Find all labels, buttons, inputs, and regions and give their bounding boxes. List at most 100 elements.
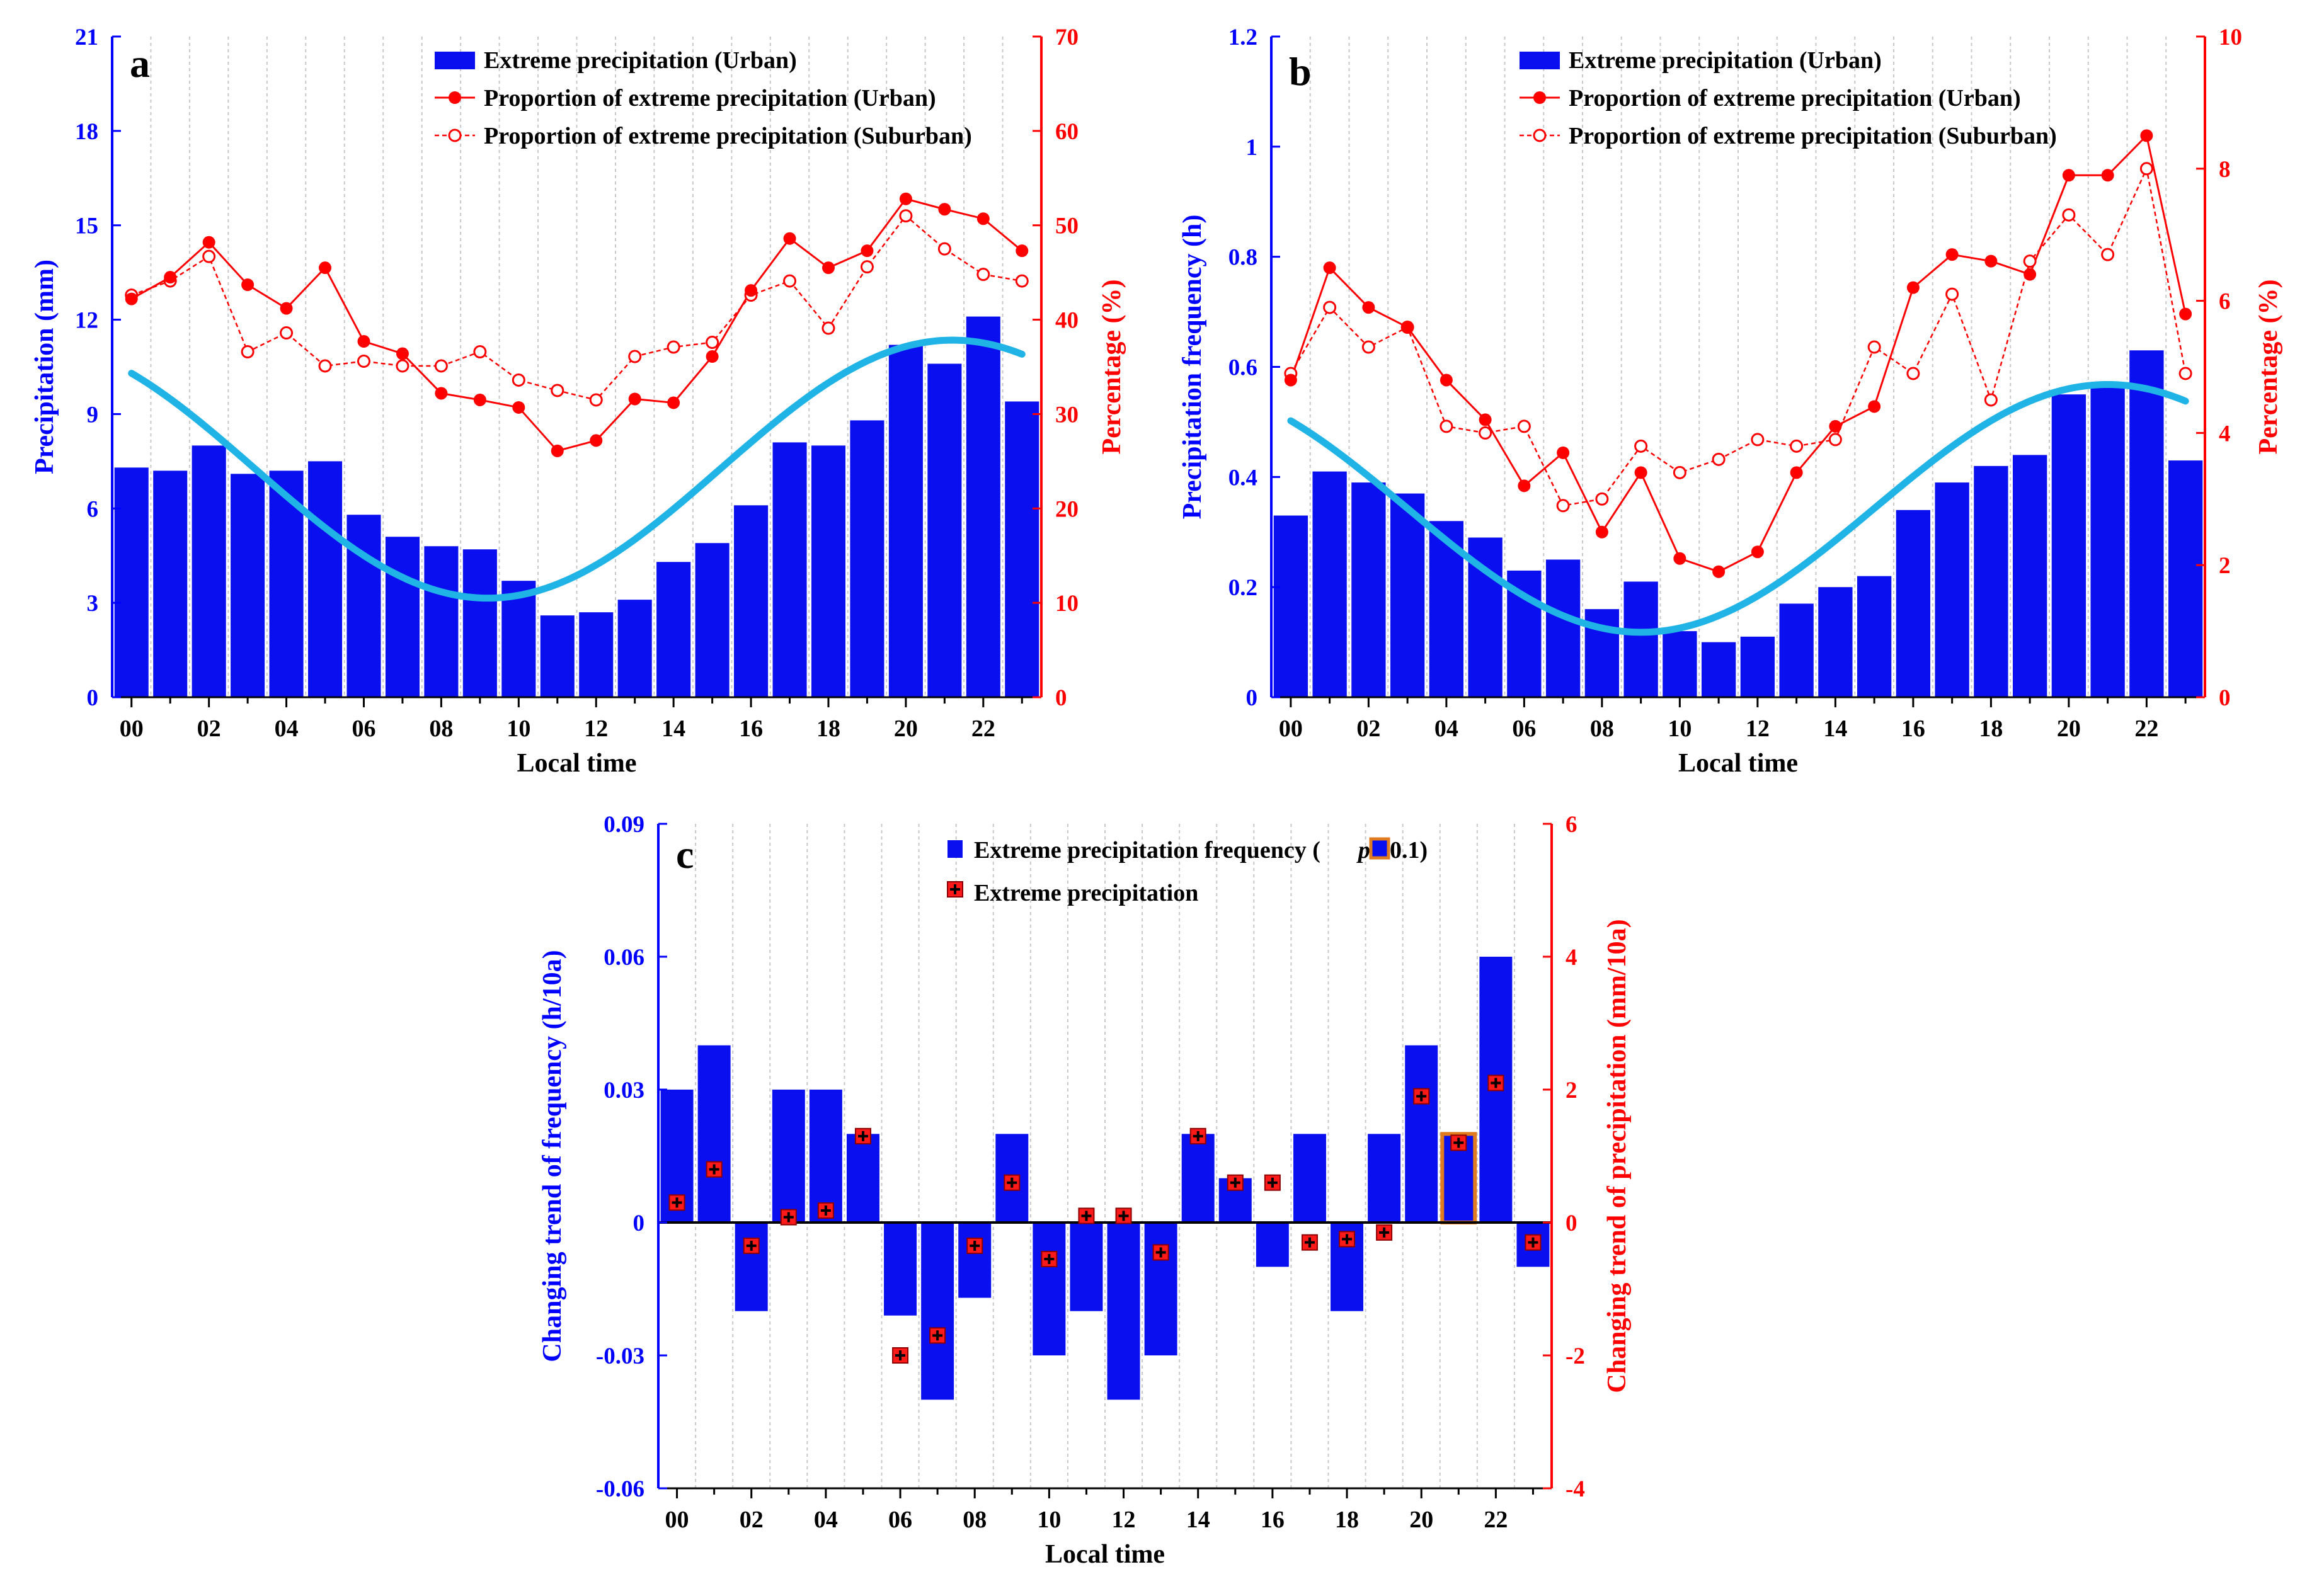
panel-b-legend-urban-marker bbox=[1533, 91, 1546, 104]
panel-a-urban-point-07 bbox=[396, 347, 409, 360]
panel-a-x-tick-label: 20 bbox=[894, 715, 918, 742]
panel-c-right-tick-label: -2 bbox=[1566, 1343, 1585, 1369]
panel-c-x-tick-label: 00 bbox=[665, 1507, 689, 1533]
panel-b-x-tick-label: 14 bbox=[1823, 715, 1847, 742]
panel-a-bar-18 bbox=[811, 445, 846, 697]
panel-a-bar-01 bbox=[153, 470, 188, 697]
panel-c-left-axis-title: Changing trend of frequency (h/10a) bbox=[538, 950, 567, 1362]
panel-c-bar-19 bbox=[1368, 1134, 1401, 1223]
panel-a-bar-11 bbox=[540, 615, 575, 697]
panel-b-suburban-point-15 bbox=[1867, 340, 1881, 354]
panel-a-left-tick-label: 18 bbox=[75, 119, 98, 145]
panel-b-urban-point-04 bbox=[1440, 373, 1453, 387]
panel-c-x-tick-label: 08 bbox=[963, 1507, 987, 1533]
panel-c-precip-marker-17 bbox=[1301, 1234, 1318, 1251]
panel-a-right-tick-label: 30 bbox=[1055, 402, 1079, 428]
panel-b-bar-11 bbox=[1701, 642, 1736, 697]
panel-a-x-tick-label: 00 bbox=[120, 715, 144, 742]
panel-c-legend-significance-swatch bbox=[1369, 837, 1390, 860]
panel-c-left-tick-label: -0.03 bbox=[596, 1343, 644, 1369]
panel-a-bar-23 bbox=[1005, 401, 1039, 697]
panel-b-suburban-point-22 bbox=[2139, 162, 2153, 176]
panel-a-bar-22 bbox=[966, 316, 1000, 698]
panel-a-urban-point-03 bbox=[241, 278, 255, 292]
panel-a-legend-suburban-label: Proportion of extreme precipitation (Sub… bbox=[484, 123, 972, 149]
panel-a-urban-point-09 bbox=[473, 393, 486, 406]
panel-a-urban-point-13 bbox=[628, 392, 641, 406]
panel-c-x-tick-label: 18 bbox=[1335, 1507, 1359, 1533]
panel-a-suburban-point-22 bbox=[976, 268, 990, 282]
panel-b-x-tick-label: 20 bbox=[2057, 715, 2081, 742]
panel-b-x-tick-label: 22 bbox=[2134, 715, 2158, 742]
panel-c-precip-marker-14 bbox=[1189, 1127, 1206, 1144]
panel-a-bar-12 bbox=[579, 612, 614, 697]
panel-a-suburban-point-14 bbox=[667, 340, 680, 354]
panel-b-legend-bar-swatch bbox=[1520, 52, 1560, 69]
panel-a-urban-point-18 bbox=[821, 261, 835, 275]
panel-b-suburban-point-20 bbox=[2062, 208, 2076, 222]
panel-b-suburban-point-17 bbox=[1945, 287, 1959, 301]
panel-a-suburban-point-02 bbox=[202, 249, 216, 263]
panel-b-urban-point-16 bbox=[1906, 281, 1920, 294]
panel-c-bar-03 bbox=[772, 1090, 805, 1223]
panel-c-precip-marker-15 bbox=[1227, 1174, 1244, 1191]
panel-a-x-tick-label: 02 bbox=[197, 715, 221, 742]
panel-c-x-tick-label: 12 bbox=[1112, 1507, 1136, 1533]
panel-b-urban-point-00 bbox=[1284, 373, 1297, 387]
panel-c-right-tick-label: 6 bbox=[1566, 812, 1577, 838]
panel-b-urban-point-14 bbox=[1829, 419, 1842, 433]
panel-c-right-axis-title: Changing trend of precipitation (mm/10a) bbox=[1603, 919, 1632, 1393]
panel-b-legend-suburban-label: Proportion of extreme precipitation (Sub… bbox=[1569, 123, 2057, 149]
panel-b-x-tick-label: 06 bbox=[1512, 715, 1536, 742]
panel-b-right-tick-label: 10 bbox=[2219, 25, 2242, 50]
panel-a-bar-19 bbox=[850, 420, 884, 697]
panel-b-urban-point-12 bbox=[1751, 545, 1764, 559]
panel-a-suburban-line bbox=[131, 214, 1022, 401]
panel-c-x-axis-title: Local time bbox=[1045, 1540, 1165, 1569]
panel-c-x-tick-label: 06 bbox=[888, 1507, 912, 1533]
panel-b-right-tick-label: 8 bbox=[2219, 157, 2231, 183]
panel-b-urban-point-05 bbox=[1479, 413, 1492, 426]
panel-a-right-tick-label: 40 bbox=[1055, 308, 1079, 334]
panel-c-legend-precip-label: Extreme precipitation bbox=[974, 880, 1198, 906]
panel-b-left-tick-label: 0 bbox=[1246, 685, 1258, 711]
panel-c-left-tick-label: 0.03 bbox=[604, 1078, 644, 1103]
panel-c-x-tick-label: 16 bbox=[1261, 1507, 1285, 1533]
panel-a-bar-13 bbox=[617, 600, 652, 697]
panel-b-bar-17 bbox=[1935, 482, 1969, 697]
panel-a-bar-02 bbox=[192, 445, 226, 697]
panel-b-urban-line bbox=[1290, 134, 2187, 573]
panel-b-left-tick-label: 1 bbox=[1246, 135, 1258, 161]
panel-a-urban-point-02 bbox=[202, 236, 215, 249]
panel-a-suburban-point-08 bbox=[434, 359, 448, 373]
panel-b-bar-16 bbox=[1896, 510, 1931, 697]
panel-a-suburban-point-18 bbox=[821, 321, 835, 335]
panel-a-right-tick-label: 10 bbox=[1055, 591, 1079, 617]
panel-b-urban-point-01 bbox=[1323, 261, 1336, 275]
panel-b-suburban-point-23 bbox=[2178, 367, 2192, 380]
panel-c-precip-marker-09 bbox=[1004, 1174, 1021, 1191]
panel-a-left-tick-label: 9 bbox=[87, 402, 99, 428]
panel-b-left-tick-label: 0.2 bbox=[1228, 575, 1257, 601]
panel-c-precip-marker-19 bbox=[1376, 1224, 1393, 1241]
panel-a-bar-07 bbox=[385, 537, 420, 697]
panel-a-right-tick-label: 0 bbox=[1055, 685, 1067, 711]
panel-c-precip-marker-18 bbox=[1339, 1231, 1356, 1248]
panel-a-urban-point-10 bbox=[512, 401, 525, 414]
panel-b-right-axis-title: Percentage (%) bbox=[2254, 280, 2283, 455]
panel-a-suburban-point-07 bbox=[396, 359, 409, 373]
panel-c-precip-marker-11 bbox=[1078, 1207, 1095, 1224]
panel-b-bar-02 bbox=[1351, 482, 1386, 697]
panel-a-right-tick-label: 70 bbox=[1055, 25, 1079, 50]
panel-a-urban-point-06 bbox=[357, 335, 370, 348]
panel-c-precip-marker-02 bbox=[743, 1237, 760, 1254]
panel-b-urban-point-18 bbox=[1984, 254, 1998, 268]
panel-a-suburban-point-06 bbox=[357, 355, 370, 368]
panel-a-legend-bar-label: Extreme precipitation (Urban) bbox=[484, 47, 797, 74]
panel-b-bar-21 bbox=[2090, 383, 2125, 697]
panel-b-suburban-point-06 bbox=[1517, 419, 1531, 433]
panel-b-legend-suburban-marker bbox=[1533, 128, 1547, 142]
panel-b-urban-point-22 bbox=[2140, 129, 2153, 142]
